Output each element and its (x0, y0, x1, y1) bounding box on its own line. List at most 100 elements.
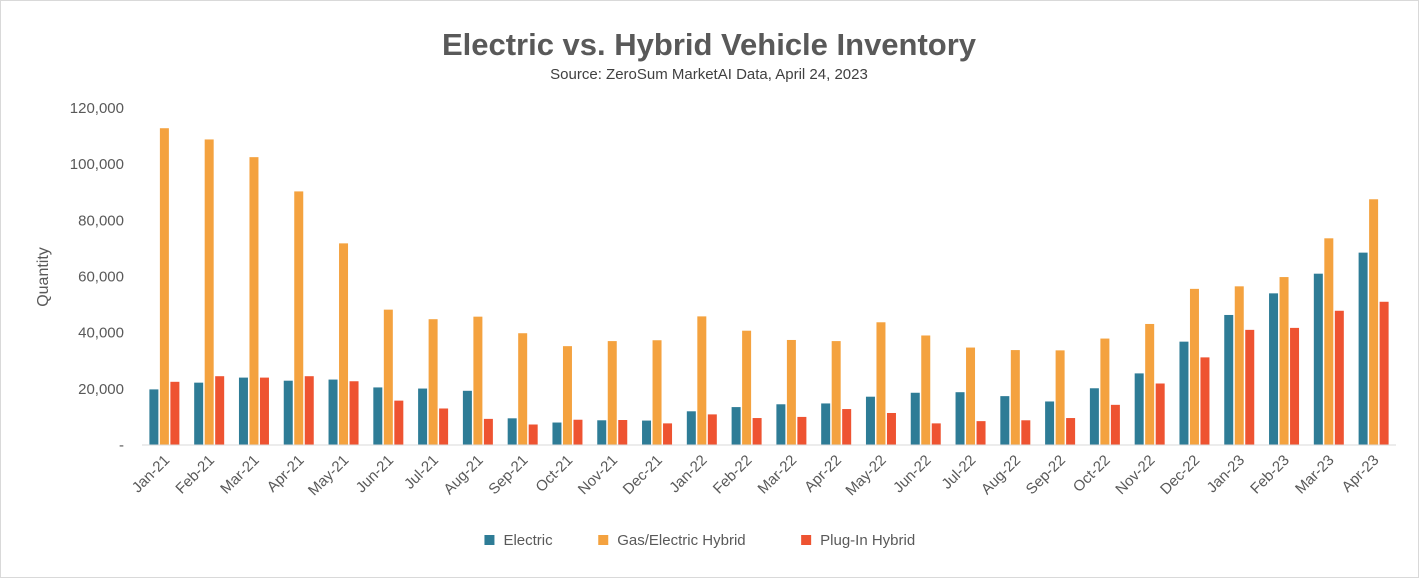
x-tick-label: Nov-22 (1112, 452, 1158, 498)
x-tick-label: Feb-22 (710, 452, 756, 498)
bar-gas-electric-hybrid (294, 191, 304, 445)
bar-group (1134, 323, 1165, 445)
bar-electric (373, 387, 383, 445)
bar-electric (1045, 401, 1055, 445)
bar-group (1045, 350, 1076, 445)
y-tick-label: 120,000 (70, 100, 124, 117)
bar-gas-electric-hybrid (921, 335, 931, 445)
bar-plug-in-hybrid (1155, 383, 1165, 445)
bar-electric (1179, 341, 1189, 445)
bar-electric (865, 396, 875, 445)
bar-plug-in-hybrid (1379, 301, 1389, 445)
bar-electric (552, 422, 562, 445)
bar-gas-electric-hybrid (1324, 238, 1334, 445)
bar-groups (149, 128, 1389, 445)
bar-electric (1269, 293, 1279, 445)
x-tick-label: Aug-21 (440, 452, 486, 498)
bar-gas-electric-hybrid (607, 341, 617, 445)
bar-group (149, 128, 180, 445)
legend-item: Plug-In Hybrid (801, 532, 915, 549)
y-tick-label: 60,000 (78, 269, 124, 286)
bar-group (1269, 277, 1300, 445)
bar-plug-in-hybrid (797, 416, 807, 445)
x-tick-label: Sep-21 (485, 452, 531, 498)
bar-group (283, 191, 314, 445)
x-tick-label: Jul-22 (938, 452, 979, 493)
bar-group (194, 139, 225, 445)
bar-gas-electric-hybrid (1234, 286, 1244, 445)
bar-gas-electric-hybrid (786, 339, 796, 445)
y-tick-label: - (119, 437, 124, 454)
bar-plug-in-hybrid (1290, 327, 1300, 445)
bar-electric (194, 382, 204, 445)
bar-electric (1313, 273, 1323, 445)
bar-group (462, 316, 493, 445)
bar-group (821, 341, 852, 445)
y-tick-labels: - 20,000 40,000 60,000 80,000 100,000 120,000 (70, 100, 124, 454)
bar-group (1313, 238, 1344, 445)
x-tick-label: Apr-23 (1339, 452, 1383, 496)
bar-gas-electric-hybrid (1055, 350, 1065, 445)
bar-gas-electric-hybrid (518, 333, 528, 445)
x-tick-label: Mar-23 (1292, 452, 1338, 498)
bar-gas-electric-hybrid (831, 341, 841, 445)
bar-plug-in-hybrid (1245, 329, 1255, 445)
bar-gas-electric-hybrid (159, 128, 169, 445)
bar-plug-in-hybrid (707, 414, 717, 445)
x-tick-label: Jan-22 (666, 452, 710, 496)
x-tick-label: May-22 (842, 452, 889, 499)
bar-gas-electric-hybrid (249, 157, 259, 445)
bar-electric (910, 392, 920, 445)
bar-plug-in-hybrid (349, 381, 359, 445)
x-tick-label: Apr-21 (264, 452, 308, 496)
bar-gas-electric-hybrid (428, 319, 438, 445)
bar-plug-in-hybrid (439, 408, 449, 445)
bar-plug-in-hybrid (976, 421, 986, 445)
bar-electric (642, 420, 652, 445)
bar-plug-in-hybrid (931, 423, 941, 445)
bar-plug-in-hybrid (663, 423, 673, 445)
bar-electric (328, 379, 338, 445)
legend-label: Electric (503, 532, 553, 549)
bar-group (597, 341, 628, 445)
bar-plug-in-hybrid (752, 418, 762, 445)
bar-group (686, 316, 717, 445)
bar-electric (1089, 388, 1099, 445)
bar-gas-electric-hybrid (204, 139, 214, 445)
bar-group (328, 243, 359, 445)
bar-gas-electric-hybrid (1189, 288, 1199, 445)
bar-group (238, 157, 269, 445)
legend-swatch (801, 535, 812, 545)
bar-electric (1224, 314, 1234, 445)
y-tick-label: 100,000 (70, 156, 124, 173)
bar-group (1089, 338, 1120, 445)
bar-group (1358, 199, 1389, 445)
bar-plug-in-hybrid (618, 420, 628, 445)
bar-electric (1134, 373, 1144, 445)
bar-electric (462, 390, 472, 445)
legend: Electric Gas/Electric Hybrid Plug-In Hybri… (484, 532, 915, 549)
x-tick-label: Feb-23 (1247, 452, 1293, 498)
y-tick-label: 20,000 (78, 381, 124, 398)
bar-gas-electric-hybrid (1145, 323, 1155, 445)
bar-plug-in-hybrid (1200, 357, 1210, 445)
y-tick-label: 80,000 (78, 212, 124, 229)
x-tick-label: May-21 (305, 452, 352, 499)
bar-group (955, 347, 986, 445)
bar-group (1179, 288, 1210, 445)
chart-title: Electric vs. Hybrid Vehicle Inventory (442, 27, 977, 62)
bar-electric (731, 407, 741, 445)
bar-gas-electric-hybrid (1010, 350, 1020, 445)
x-tick-label: Mar-21 (217, 452, 263, 498)
bar-group (776, 339, 807, 445)
bar-group (507, 333, 538, 445)
x-tick-label: Dec-21 (620, 452, 666, 498)
legend-swatch (598, 535, 609, 545)
bar-plug-in-hybrid (259, 377, 269, 445)
bar-gas-electric-hybrid (562, 346, 572, 445)
bar-group (1224, 286, 1255, 445)
bar-group (910, 335, 941, 445)
x-tick-label: Jun-22 (890, 452, 934, 496)
